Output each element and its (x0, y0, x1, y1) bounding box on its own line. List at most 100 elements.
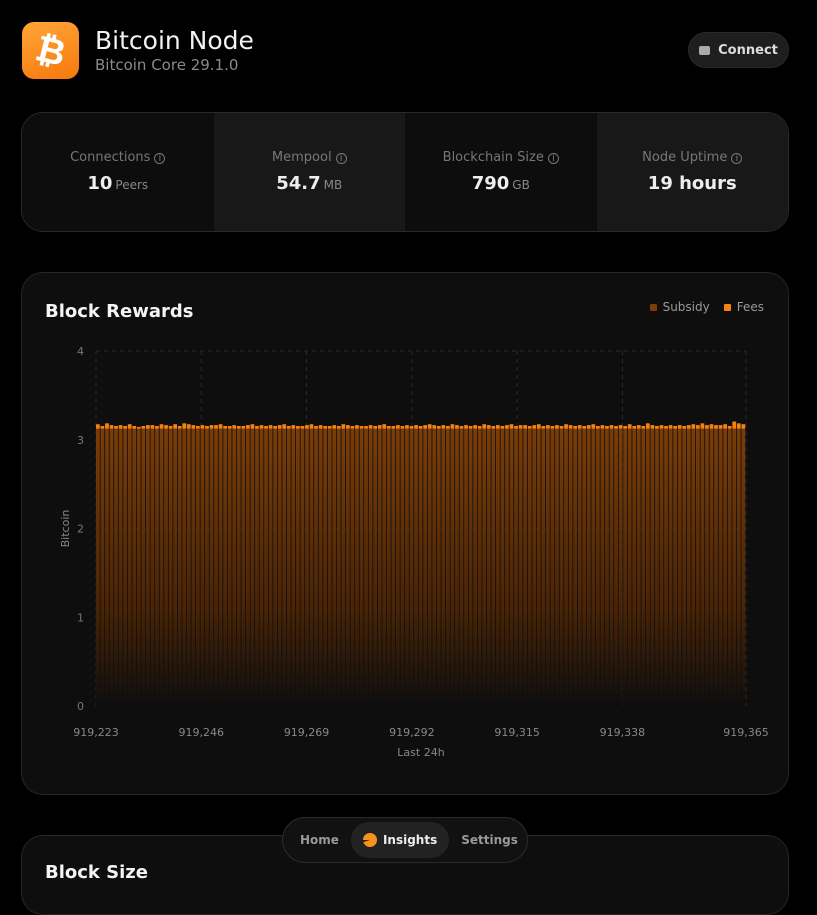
fees-bar (268, 425, 273, 429)
subsidy-bar (718, 428, 723, 706)
fees-bar (200, 425, 205, 429)
fees-bar (355, 425, 359, 429)
subsidy-bar (350, 428, 355, 706)
subsidy-bar (577, 428, 582, 706)
nav-home[interactable]: Home (288, 822, 351, 858)
subsidy-bar (664, 428, 668, 706)
nav-home-label: Home (300, 833, 339, 847)
subsidy-bar (232, 428, 237, 706)
fees-bar (532, 425, 537, 429)
fees-bar (446, 425, 450, 429)
fees-bar (600, 425, 605, 429)
fees-bar (264, 425, 268, 429)
fees-bar (691, 424, 696, 429)
fees-bar (596, 425, 600, 429)
fees-bar (523, 425, 528, 429)
x-axis-label: Last 24h (397, 746, 444, 759)
subsidy-bar (223, 428, 228, 706)
fees-bar (96, 424, 100, 429)
subsidy-bar (250, 428, 255, 706)
subsidy-bar (677, 428, 682, 706)
fees-bar (727, 425, 732, 429)
fees-bar (618, 425, 623, 429)
fees-bar (368, 425, 373, 429)
fees-bar (464, 425, 468, 429)
stat-value: 54.7 (276, 173, 321, 194)
subsidy-bar (391, 428, 396, 706)
subsidy-bar (132, 428, 137, 706)
subsidy-bar (127, 428, 132, 706)
fees-bar (291, 425, 296, 429)
subsidy-bar (509, 428, 514, 706)
subsidy-bar (459, 428, 464, 706)
subsidy-bar (409, 428, 414, 706)
fees-bar (218, 424, 223, 429)
subsidy-bar (614, 428, 618, 706)
fees-bar (427, 424, 432, 429)
fees-bar (564, 424, 568, 429)
fees-bar (500, 425, 505, 429)
subsidy-bar (527, 428, 532, 706)
subsidy-bar (118, 428, 123, 706)
nav-settings[interactable]: Settings (449, 822, 530, 858)
subsidy-bar (246, 428, 250, 706)
subsidy-bar (114, 428, 118, 706)
fees-bar (682, 425, 687, 429)
fees-bar (241, 425, 246, 429)
fees-bar (332, 425, 337, 429)
subsidy-bar (655, 428, 659, 706)
fees-bar (400, 425, 405, 429)
subsidy-bar (518, 428, 523, 706)
stats-panel: Connections i 10 Peers Mempool i 54.7 MB Block… (21, 112, 789, 232)
subsidy-bar (705, 428, 709, 706)
x-tick-label: 919,315 (494, 726, 540, 739)
info-icon[interactable]: i (547, 153, 559, 164)
subsidy-bar (432, 428, 437, 706)
fees-bar (132, 425, 137, 429)
block-rewards-chart: 0 1 2 3 4 919,223 919,246 919,269 919,292 919,315… (59, 345, 769, 759)
subsidy-bar (600, 428, 605, 706)
fees-bar (318, 425, 323, 429)
subsidy-bar (659, 428, 664, 706)
pie-chart-icon (362, 833, 377, 847)
fees-bar (105, 423, 109, 429)
subsidy-bar (700, 428, 705, 706)
subsidy-bar (582, 428, 587, 706)
info-icon[interactable]: i (335, 153, 347, 164)
fees-bar (477, 425, 482, 429)
subsidy-bar (546, 428, 550, 706)
legend-fees[interactable]: Fees (723, 300, 764, 314)
fees-bar (568, 425, 573, 429)
nav-insights-label: Insights (382, 833, 438, 847)
stat-value: 19 hours (647, 173, 737, 194)
subsidy-bar (309, 428, 314, 706)
info-icon[interactable]: i (731, 153, 743, 164)
fees-bar (391, 425, 396, 429)
stat-unit: GB (512, 178, 530, 192)
fees-bar (641, 425, 646, 429)
subsidy-bar (259, 428, 264, 706)
fees-bar (277, 425, 282, 429)
fees-bar (664, 425, 668, 429)
fees-bar (577, 425, 582, 429)
info-icon[interactable]: i (154, 153, 166, 164)
stat-blockchain-size: Blockchain Size i 790 GB (405, 113, 597, 231)
stat-connections: Connections i 10 Peers (22, 113, 214, 231)
legend-label: Subsidy (662, 300, 710, 314)
nav-insights[interactable]: Insights (350, 822, 450, 858)
subsidy-bar (209, 428, 214, 706)
stat-label: Node Uptime (642, 150, 728, 165)
fees-bar (341, 424, 346, 429)
y-tick-label: 0 (77, 700, 84, 713)
subsidy-bar (609, 428, 614, 706)
subsidy-bar (541, 428, 546, 706)
subsidy-bar (359, 428, 364, 706)
subsidy-bar (727, 428, 732, 706)
subsidy-bar (336, 428, 341, 706)
fees-bar (632, 425, 637, 429)
fees-bar (709, 424, 714, 429)
subsidy-bar (100, 428, 105, 706)
subsidy-bar (405, 428, 409, 706)
connect-button[interactable]: Connect (688, 32, 789, 68)
legend-subsidy[interactable]: Subsidy (649, 300, 710, 314)
